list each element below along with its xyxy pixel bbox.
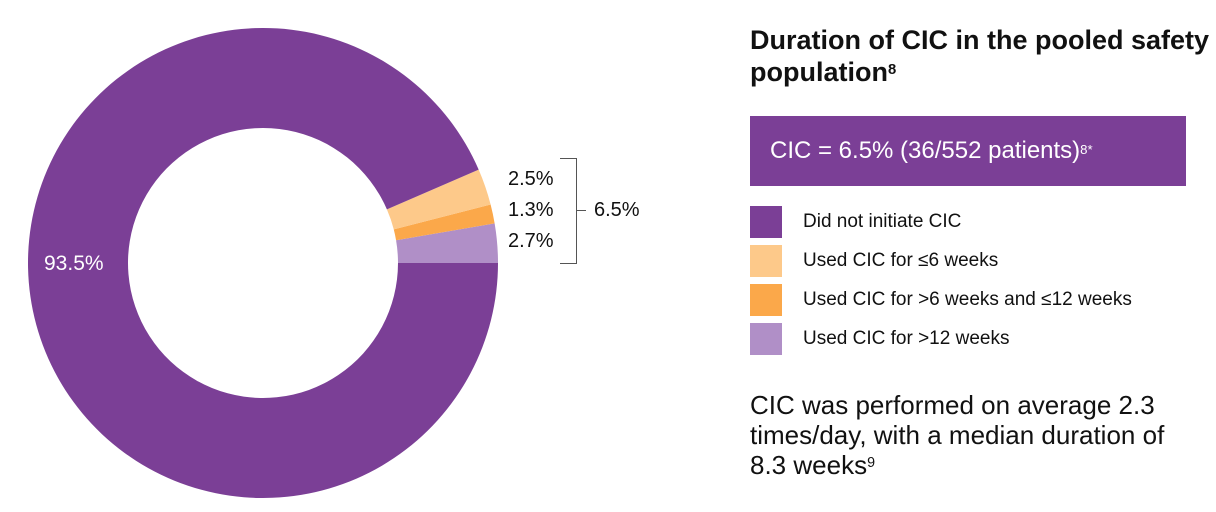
legend-swatch — [750, 284, 782, 316]
legend-label: Used CIC for >6 weeks and ≤12 weeks — [803, 289, 1132, 310]
slice-label-6-12-weeks: 1.3% — [508, 199, 554, 221]
bracket — [560, 158, 577, 264]
slice-label-le6-weeks: 2.5% — [508, 168, 554, 190]
legend-label: Did not initiate CIC — [803, 211, 962, 232]
legend-item: Used CIC for >12 weeks — [750, 323, 1132, 355]
donut-slice-0 — [396, 223, 498, 263]
legend-swatch — [750, 323, 782, 355]
cic-banner: CIC = 6.5% (36/552 patients) 8* — [750, 116, 1186, 186]
bracket-tick — [577, 210, 586, 211]
slice-label-gt12-weeks: 2.7% — [508, 230, 554, 252]
donut-slice-3 — [28, 28, 498, 499]
legend-item: Used CIC for >6 weeks and ≤12 weeks — [750, 284, 1132, 316]
chart-title: Duration of CIC in the pooled safety pop… — [750, 25, 1210, 87]
donut-slice-2 — [386, 169, 491, 230]
donut-chart — [28, 28, 498, 499]
slice-label-did-not-initiate: 93.5% — [44, 252, 104, 275]
legend: Did not initiate CIC Used CIC for ≤6 wee… — [750, 206, 1132, 362]
legend-label: Used CIC for >12 weeks — [803, 328, 1010, 349]
legend-item: Did not initiate CIC — [750, 206, 1132, 238]
legend-item: Used CIC for ≤6 weeks — [750, 245, 1132, 277]
cic-frequency-note: CIC was performed on average 2.3 times/d… — [750, 390, 1165, 480]
bracket-total-label: 6.5% — [594, 199, 640, 221]
donut-slice-1 — [393, 204, 495, 241]
legend-swatch — [750, 245, 782, 277]
legend-swatch — [750, 206, 782, 238]
legend-label: Used CIC for ≤6 weeks — [803, 250, 999, 271]
